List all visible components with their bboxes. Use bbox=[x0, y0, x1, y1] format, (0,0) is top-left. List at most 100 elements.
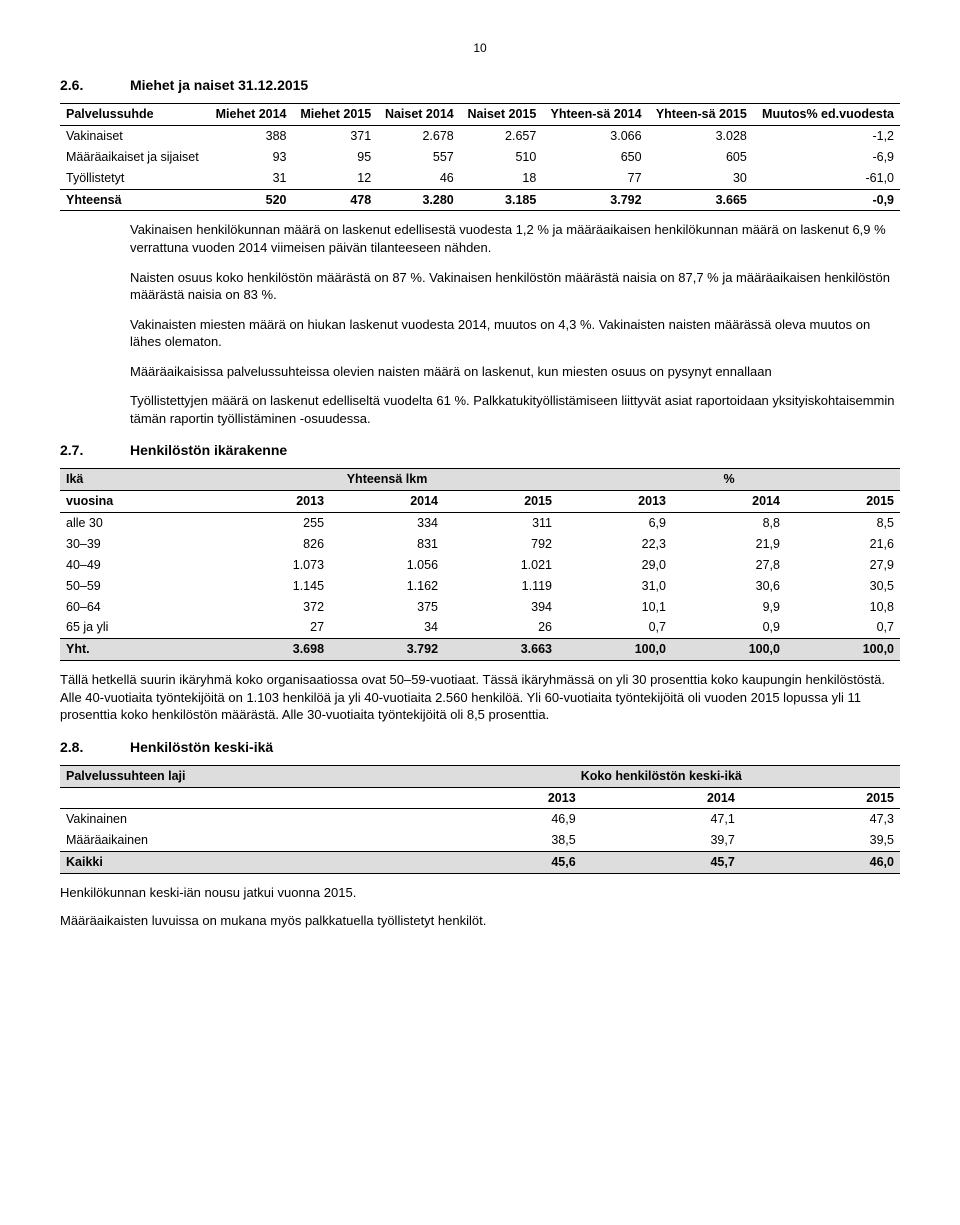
cell: 100,0 bbox=[786, 639, 900, 661]
col-header: vuosina bbox=[60, 491, 216, 513]
cell: 2.678 bbox=[377, 125, 460, 146]
table-header-row: Palvelussuhde Miehet 2014 Miehet 2015 Na… bbox=[60, 104, 900, 126]
cell: Yht. bbox=[60, 639, 216, 661]
cell: 372 bbox=[216, 597, 330, 618]
cell: 0,7 bbox=[558, 617, 672, 638]
col-header: 2014 bbox=[672, 491, 786, 513]
section-2-7-paragraph: Tällä hetkellä suurin ikäryhmä koko orga… bbox=[60, 671, 900, 724]
table-row: Määräaikainen 38,5 39,7 39,5 bbox=[60, 830, 900, 851]
cell: 3.698 bbox=[216, 639, 330, 661]
col-header: Miehet 2014 bbox=[208, 104, 293, 126]
cell: 95 bbox=[293, 147, 378, 168]
col-header: 2014 bbox=[330, 491, 444, 513]
col-header: 2014 bbox=[582, 787, 741, 809]
cell: 1.021 bbox=[444, 555, 558, 576]
col-header: 2013 bbox=[558, 491, 672, 513]
cell: 18 bbox=[460, 168, 543, 189]
cell: 100,0 bbox=[672, 639, 786, 661]
cell: 3.185 bbox=[460, 189, 543, 211]
cell: 478 bbox=[293, 189, 378, 211]
cell: 1.056 bbox=[330, 555, 444, 576]
table-header-row: vuosina 2013 2014 2015 2013 2014 2015 bbox=[60, 491, 900, 513]
col-header bbox=[60, 787, 423, 809]
section-title: Miehet ja naiset 31.12.2015 bbox=[130, 76, 308, 95]
cell: 375 bbox=[330, 597, 444, 618]
cell: 47,1 bbox=[582, 809, 741, 830]
table-ikarakenne: Ikä Yhteensä lkm % vuosina 2013 2014 201… bbox=[60, 468, 900, 661]
cell: 45,6 bbox=[423, 852, 582, 874]
cell: -6,9 bbox=[753, 147, 900, 168]
table-row: 40–49 1.073 1.056 1.021 29,0 27,8 27,9 bbox=[60, 555, 900, 576]
cell: 650 bbox=[542, 147, 647, 168]
cell: 31 bbox=[208, 168, 293, 189]
cell: -1,2 bbox=[753, 125, 900, 146]
cell: 3.663 bbox=[444, 639, 558, 661]
cell: 21,9 bbox=[672, 534, 786, 555]
cell: 10,8 bbox=[786, 597, 900, 618]
col-header: Naiset 2014 bbox=[377, 104, 460, 126]
section-number: 2.6. bbox=[60, 76, 130, 95]
cell: 792 bbox=[444, 534, 558, 555]
table-keski-ika: Palvelussuhteen laji Koko henkilöstön ke… bbox=[60, 765, 900, 874]
cell: 29,0 bbox=[558, 555, 672, 576]
table-row: 50–59 1.145 1.162 1.119 31,0 30,6 30,5 bbox=[60, 576, 900, 597]
cell: 8,8 bbox=[672, 513, 786, 534]
cell: 60–64 bbox=[60, 597, 216, 618]
cell: 388 bbox=[208, 125, 293, 146]
cell: 3.028 bbox=[648, 125, 753, 146]
cell: 39,7 bbox=[582, 830, 741, 851]
cell: 46,0 bbox=[741, 852, 900, 874]
col-header: Yhteensä lkm bbox=[216, 469, 558, 491]
col-header: Muutos% ed.vuodesta bbox=[753, 104, 900, 126]
cell: 3.665 bbox=[648, 189, 753, 211]
col-header: Miehet 2015 bbox=[293, 104, 378, 126]
cell: 394 bbox=[444, 597, 558, 618]
cell: 826 bbox=[216, 534, 330, 555]
table-row: 60–64 372 375 394 10,1 9,9 10,8 bbox=[60, 597, 900, 618]
table-miehet-naiset: Palvelussuhde Miehet 2014 Miehet 2015 Na… bbox=[60, 103, 900, 211]
table-group-header: Ikä Yhteensä lkm % bbox=[60, 469, 900, 491]
cell: 38,5 bbox=[423, 830, 582, 851]
cell: Työllistetyt bbox=[60, 168, 208, 189]
cell: 2.657 bbox=[460, 125, 543, 146]
cell: 831 bbox=[330, 534, 444, 555]
col-header: Naiset 2015 bbox=[460, 104, 543, 126]
cell: 510 bbox=[460, 147, 543, 168]
cell: 6,9 bbox=[558, 513, 672, 534]
cell: 40–49 bbox=[60, 555, 216, 576]
cell: 9,9 bbox=[672, 597, 786, 618]
table-row: 65 ja yli 27 34 26 0,7 0,9 0,7 bbox=[60, 617, 900, 638]
section-2-8-header: 2.8. Henkilöstön keski-ikä bbox=[60, 738, 900, 757]
table-group-header: Palvelussuhteen laji Koko henkilöstön ke… bbox=[60, 765, 900, 787]
paragraph: Tällä hetkellä suurin ikäryhmä koko orga… bbox=[60, 671, 900, 724]
paragraph: Vakinaisen henkilökunnan määrä on lasken… bbox=[130, 221, 900, 256]
paragraph: Naisten osuus koko henkilöstön määrästä … bbox=[130, 269, 900, 304]
cell: 10,1 bbox=[558, 597, 672, 618]
section-number: 2.7. bbox=[60, 441, 130, 460]
cell: 0,7 bbox=[786, 617, 900, 638]
cell: 77 bbox=[542, 168, 647, 189]
paragraph: Työllistettyjen määrä on laskenut edelli… bbox=[130, 392, 900, 427]
cell: 8,5 bbox=[786, 513, 900, 534]
cell: 93 bbox=[208, 147, 293, 168]
cell: 3.792 bbox=[330, 639, 444, 661]
cell: 65 ja yli bbox=[60, 617, 216, 638]
col-header: 2013 bbox=[216, 491, 330, 513]
cell: 27 bbox=[216, 617, 330, 638]
col-header: Yhteen-sä 2015 bbox=[648, 104, 753, 126]
cell: 1.073 bbox=[216, 555, 330, 576]
cell: 27,9 bbox=[786, 555, 900, 576]
cell: Määräaikaiset ja sijaiset bbox=[60, 147, 208, 168]
page-number: 10 bbox=[60, 40, 900, 56]
cell: 30,5 bbox=[786, 576, 900, 597]
table-sum-row: Yht. 3.698 3.792 3.663 100,0 100,0 100,0 bbox=[60, 639, 900, 661]
cell: 50–59 bbox=[60, 576, 216, 597]
cell: 0,9 bbox=[672, 617, 786, 638]
col-header: Koko henkilöstön keski-ikä bbox=[423, 765, 900, 787]
cell: 255 bbox=[216, 513, 330, 534]
cell: 1.162 bbox=[330, 576, 444, 597]
cell: Kaikki bbox=[60, 852, 423, 874]
cell: 30,6 bbox=[672, 576, 786, 597]
cell: 100,0 bbox=[558, 639, 672, 661]
col-header: 2013 bbox=[423, 787, 582, 809]
